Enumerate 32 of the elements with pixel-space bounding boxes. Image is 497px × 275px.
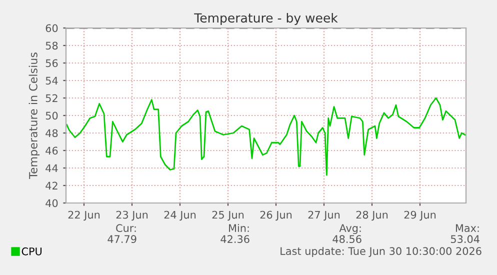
y-tick-label: 60 [46, 24, 58, 32]
text: Avg: [339, 224, 361, 234]
line-series [66, 97, 466, 176]
x-tick-label: 29 Jun [404, 210, 436, 221]
legend-label: CPU [22, 247, 42, 256]
text: Max: [456, 224, 479, 232]
x-tick-label: 23 Jun [116, 210, 148, 221]
y-tick-label: 48 [46, 129, 58, 138]
y-tick-label: 54 [46, 76, 58, 85]
x-tick-label: 28 Jun [356, 210, 388, 221]
x-tick-label: 26 Jun [260, 210, 292, 221]
x-tick-label: 24 Jun [164, 210, 196, 221]
text: 48.56 [332, 235, 362, 244]
y-tick-label: 56 [46, 59, 58, 68]
y-tick-label: 52 [46, 94, 58, 102]
x-tick-label: 27 Jun [308, 210, 340, 221]
text: 53.04 [450, 235, 480, 244]
y-axis-title: Temperature in Celsius [28, 52, 40, 180]
y-tick-label: 46 [46, 146, 58, 155]
y-tick-label: 58 [46, 42, 58, 50]
text: Last update: Tue Jun 30 10:30:00 2026 [280, 246, 482, 258]
chart-title: Temperature - by week [194, 12, 338, 26]
x-tick-label: 22 Jun [68, 210, 100, 221]
text: Cur: [116, 224, 136, 232]
y-tick-label: 40 [46, 199, 58, 208]
text: 42.36 [220, 235, 250, 244]
text: Min: [229, 224, 249, 232]
x-tick-label: 25 Jun [212, 210, 244, 221]
text: 47.79 [108, 235, 136, 244]
y-tick-label: 42 [46, 182, 58, 190]
y-tick-label: 44 [46, 164, 58, 172]
y-tick-label: 50 [46, 112, 58, 120]
